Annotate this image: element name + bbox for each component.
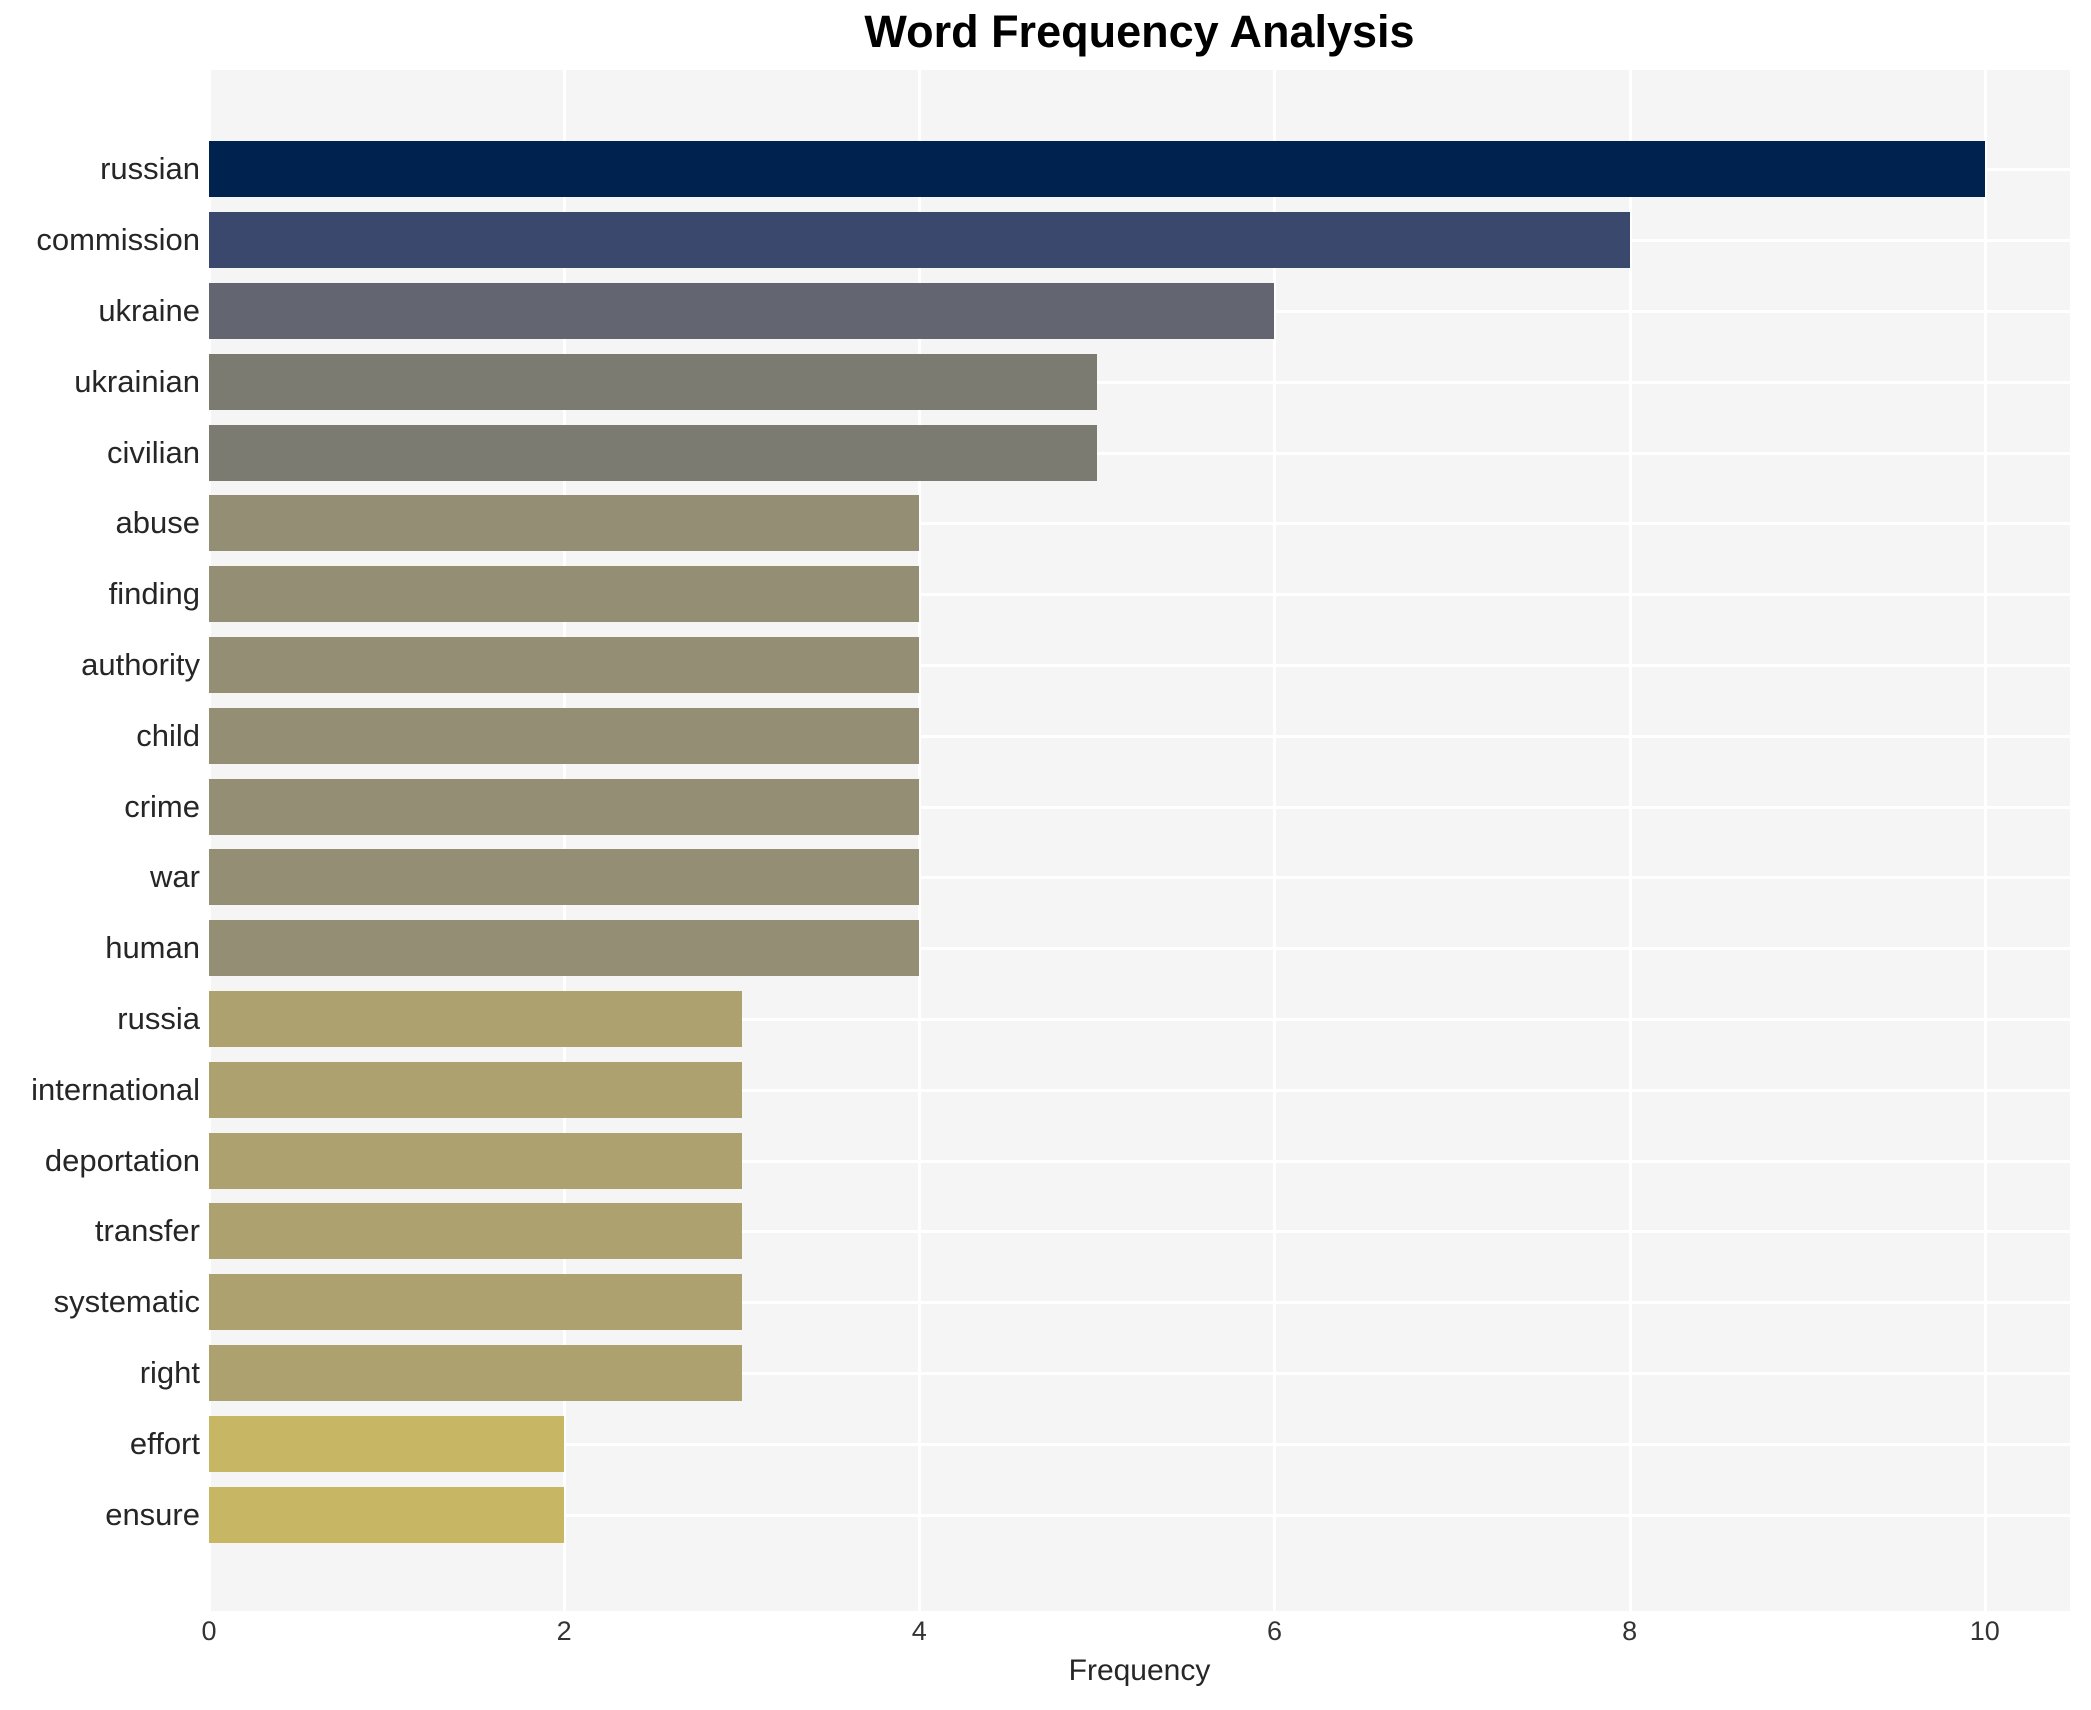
bar-abuse: [209, 495, 920, 552]
x-tick-label: 10: [1969, 1616, 2000, 1646]
bar-right: [209, 1345, 742, 1401]
category-label-child: child: [136, 717, 200, 753]
bar-ukrainian: [209, 353, 1097, 410]
category-label-effort: effort: [129, 1425, 200, 1461]
category-label-transfer: transfer: [94, 1213, 200, 1249]
bar-commission: [209, 212, 1630, 269]
gridline-horizontal: [209, 734, 2070, 738]
x-axis-label: Frequency: [1068, 1654, 1211, 1687]
plot-area: [208, 70, 2070, 1611]
bar-deportation: [209, 1132, 742, 1189]
bar-war: [209, 849, 920, 906]
gridline-horizontal: [209, 664, 2070, 667]
gridline-horizontal: [209, 1513, 2070, 1517]
bar-ukraine: [209, 283, 1275, 339]
category-label-authority: authority: [81, 647, 200, 682]
gridline-vertical: [1273, 70, 1277, 1611]
gridline-vertical: [208, 70, 211, 1611]
category-label-commission: commission: [36, 222, 200, 258]
category-label-ukrainian: ukrainian: [74, 363, 200, 399]
gridline-horizontal: [209, 1018, 2070, 1021]
gridline-horizontal: [209, 947, 2070, 951]
chart-title: Word Frequency Analysis: [864, 6, 1415, 57]
gridline-horizontal: [209, 1442, 2070, 1446]
x-tick-label: 4: [911, 1616, 927, 1646]
x-tick-label: 2: [556, 1616, 572, 1646]
gridline-horizontal: [209, 805, 2070, 809]
category-label-ensure: ensure: [105, 1496, 200, 1532]
category-label-civilian: civilian: [106, 434, 200, 470]
x-tick-label: 0: [201, 1616, 217, 1646]
gridline-vertical: [918, 70, 922, 1611]
category-label-international: international: [31, 1071, 200, 1107]
bar-effort: [209, 1415, 565, 1472]
bar-russia: [209, 991, 742, 1047]
gridline-horizontal: [209, 1159, 2070, 1163]
category-label-russian: russian: [100, 151, 200, 187]
category-label-systematic: systematic: [53, 1284, 200, 1320]
gridline-horizontal: [209, 522, 2070, 526]
bar-international: [209, 1061, 742, 1118]
bar-russian: [209, 141, 1985, 198]
gridline-horizontal: [209, 1301, 2070, 1305]
category-label-finding: finding: [108, 576, 200, 612]
gridline-horizontal: [209, 876, 2070, 880]
bar-systematic: [209, 1274, 742, 1331]
bar-human: [209, 920, 920, 977]
gridline-vertical: [1983, 70, 1987, 1611]
category-label-ukraine: ukraine: [98, 293, 200, 328]
gridline-vertical: [563, 70, 567, 1611]
category-label-right: right: [139, 1355, 200, 1390]
category-label-human: human: [105, 930, 200, 966]
gridline-horizontal: [209, 380, 2070, 384]
gridline-horizontal: [209, 451, 2070, 455]
category-label-deportation: deportation: [44, 1142, 200, 1178]
bar-ensure: [209, 1486, 565, 1543]
category-label-abuse: abuse: [115, 505, 200, 541]
bar-crime: [209, 778, 920, 835]
gridline-horizontal: [209, 593, 2070, 597]
gridline-horizontal: [209, 1088, 2070, 1092]
gridline-horizontal: [209, 1372, 2070, 1375]
bar-authority: [209, 637, 920, 693]
category-label-crime: crime: [124, 788, 200, 824]
x-tick-label: 8: [1622, 1616, 1638, 1646]
gridline-vertical: [1628, 70, 1632, 1611]
category-label-russia: russia: [117, 1001, 200, 1036]
bar-finding: [209, 566, 920, 623]
category-label-war: war: [150, 859, 200, 895]
x-tick-label: 6: [1266, 1616, 1282, 1646]
gridline-horizontal: [209, 1230, 2070, 1234]
bar-civilian: [209, 424, 1097, 481]
bar-child: [209, 707, 920, 764]
bar-transfer: [209, 1203, 742, 1260]
